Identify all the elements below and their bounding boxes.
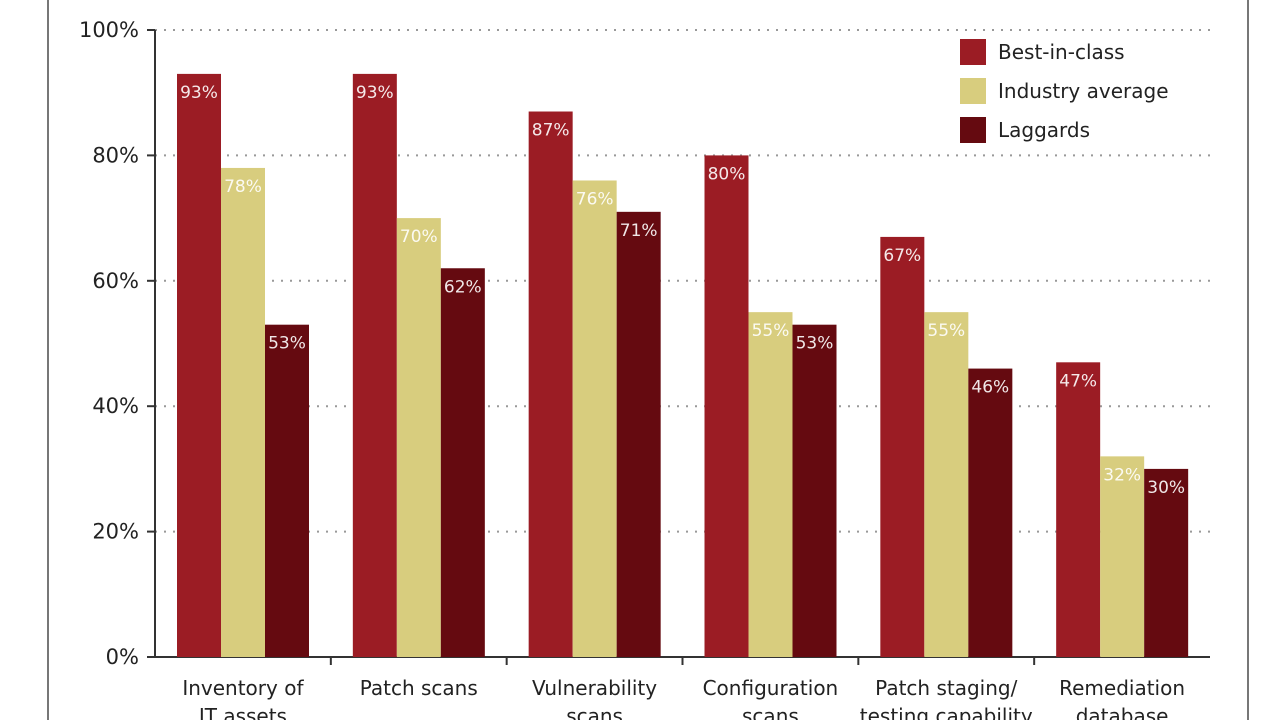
- bar-best-in-class-3: [704, 155, 749, 657]
- data-label-industry-average-4: 55%: [927, 321, 965, 341]
- bar-laggards-1: [440, 268, 485, 657]
- x-tick-label-3-1: scans: [742, 704, 799, 720]
- legend-label-laggards: Laggards: [998, 117, 1091, 142]
- data-label-best-in-class-1: 93%: [356, 83, 394, 103]
- bar-best-in-class-5: [1056, 362, 1101, 657]
- bar-laggards-0: [265, 324, 309, 657]
- y-tick-label-0: 0%: [106, 645, 139, 669]
- y-tick-label-100: 100%: [79, 18, 139, 42]
- bar-industry-average-2: [572, 180, 617, 658]
- data-label-industry-average-3: 55%: [752, 321, 790, 341]
- x-tick-label-3-0: Configuration: [703, 676, 839, 700]
- data-label-laggards-2: 71%: [620, 221, 658, 241]
- data-label-laggards-1: 62%: [444, 277, 482, 297]
- bar-industry-average-4: [924, 312, 969, 657]
- x-tick-label-0-0: Inventory of: [182, 676, 304, 700]
- legend-item-best-in-class: Best-in-class: [960, 32, 1200, 71]
- legend-label-industry-average: Industry average: [998, 78, 1169, 103]
- legend: Best-in-class Industry average Laggards: [960, 32, 1200, 149]
- data-label-industry-average-0: 78%: [224, 177, 262, 197]
- x-tick-label-2-1: scans: [566, 704, 623, 720]
- bar-best-in-class-1: [352, 73, 397, 657]
- bar-laggards-4: [968, 368, 1013, 657]
- bar-best-in-class-4: [880, 236, 925, 657]
- legend-item-laggards: Laggards: [960, 110, 1200, 149]
- x-tick-label-1-0: Patch scans: [360, 676, 478, 700]
- data-label-laggards-0: 53%: [268, 334, 306, 354]
- bar-best-in-class-2: [528, 111, 573, 657]
- y-tick-label-40: 40%: [92, 394, 139, 418]
- data-label-industry-average-5: 32%: [1103, 465, 1141, 485]
- data-label-industry-average-2: 76%: [576, 189, 614, 209]
- bar-industry-average-5: [1100, 456, 1145, 657]
- x-tick-label-2-0: Vulnerability: [532, 676, 657, 700]
- x-tick-label-0-1: IT assets: [199, 704, 287, 720]
- x-tick-label-5-0: Remediation: [1059, 676, 1185, 700]
- y-tick-label-80: 80%: [92, 143, 139, 167]
- data-label-best-in-class-4: 67%: [883, 246, 921, 266]
- bar-industry-average-1: [396, 218, 441, 657]
- data-label-best-in-class-5: 47%: [1059, 371, 1097, 391]
- x-tick-label-4-1: testing capability: [860, 704, 1033, 720]
- legend-swatch-laggards: [960, 116, 986, 143]
- x-tick-label-4-0: Patch staging/: [875, 676, 1017, 700]
- bar-laggards-3: [792, 324, 837, 657]
- data-label-industry-average-1: 70%: [400, 227, 438, 247]
- bar-best-in-class-0: [177, 73, 221, 657]
- data-label-laggards-5: 30%: [1147, 478, 1185, 498]
- x-tick-label-5-1: database: [1076, 704, 1169, 720]
- data-label-best-in-class-3: 80%: [708, 164, 746, 184]
- legend-label-best-in-class: Best-in-class: [998, 39, 1125, 64]
- data-label-laggards-4: 46%: [971, 378, 1009, 398]
- legend-swatch-industry-average: [960, 77, 986, 104]
- y-tick-label-20: 20%: [92, 520, 139, 544]
- data-label-best-in-class-2: 87%: [532, 121, 570, 141]
- bar-laggards-5: [1144, 468, 1189, 657]
- legend-swatch-best-in-class: [960, 38, 986, 65]
- bar-laggards-2: [616, 211, 661, 657]
- bar-industry-average-0: [221, 167, 265, 657]
- data-label-laggards-3: 53%: [796, 334, 834, 354]
- legend-item-industry-average: Industry average: [960, 71, 1200, 110]
- bar-industry-average-3: [748, 312, 793, 657]
- data-label-best-in-class-0: 93%: [180, 83, 218, 103]
- y-tick-label-60: 60%: [92, 269, 139, 293]
